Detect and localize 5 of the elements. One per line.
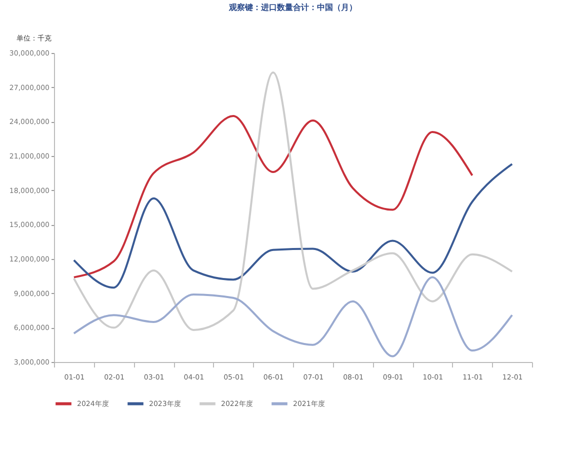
line-series	[72, 114, 474, 278]
line-series	[72, 71, 514, 331]
line-series	[72, 276, 514, 358]
line-series	[72, 163, 514, 289]
chart-title: 观察键：进口数量合计：中国（月）	[228, 2, 357, 12]
